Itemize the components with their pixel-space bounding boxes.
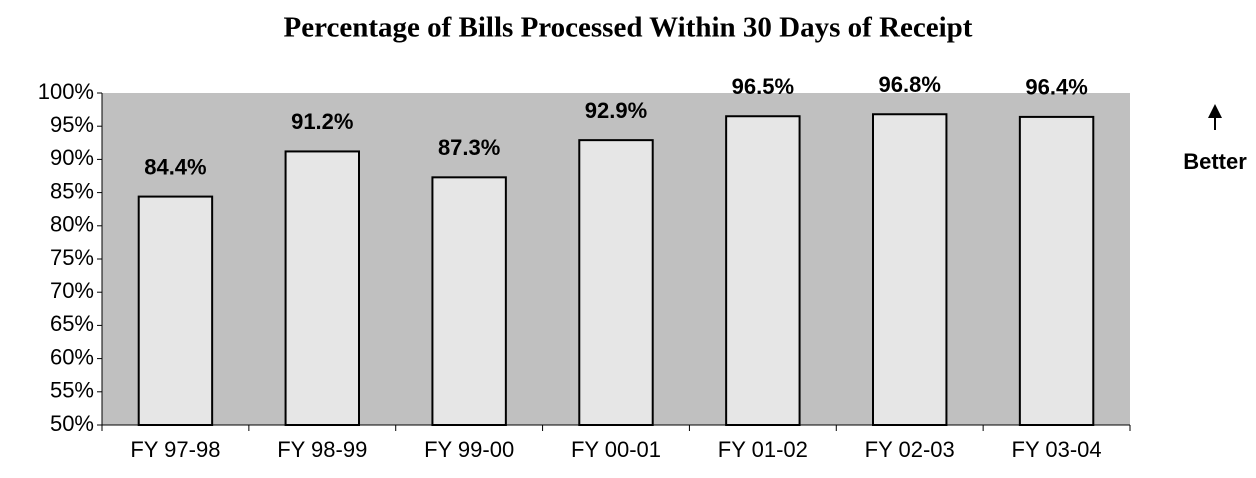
- bar: [1018, 115, 1095, 427]
- x-tick-label: FY 99-00: [424, 437, 514, 462]
- y-tick-label: 90%: [50, 145, 94, 170]
- x-tick-label: FY 03-04: [1012, 437, 1102, 462]
- y-tick-label: 75%: [50, 245, 94, 270]
- bar: [578, 139, 654, 426]
- value-label: 91.2%: [291, 109, 353, 134]
- y-tick-label: 80%: [50, 212, 94, 237]
- y-tick-label: 50%: [50, 411, 94, 436]
- y-tick-label: 100%: [38, 79, 94, 104]
- y-tick-label: 60%: [50, 344, 94, 369]
- x-tick-label: FY 98-99: [277, 437, 367, 462]
- bar: [137, 195, 214, 426]
- x-tick-label: FY 02-03: [865, 437, 955, 462]
- value-label: 96.5%: [732, 74, 794, 99]
- bar: [872, 113, 948, 427]
- chart-title: Percentage of Bills Processed Within 30 …: [284, 12, 973, 44]
- bar: [725, 115, 801, 427]
- y-tick-label: 70%: [50, 278, 94, 303]
- y-tick-label: 65%: [50, 311, 94, 336]
- bar: [431, 176, 507, 426]
- y-tick-label: 55%: [50, 378, 94, 403]
- y-tick-label: 95%: [50, 112, 94, 137]
- x-tick-label: FY 97-98: [130, 437, 220, 462]
- value-label: 96.4%: [1025, 75, 1087, 100]
- annotation: Better: [1183, 149, 1247, 174]
- value-label: 96.8%: [879, 72, 941, 97]
- x-tick-label: FY 00-01: [571, 437, 661, 462]
- value-label: 84.4%: [144, 154, 206, 179]
- bar: [284, 150, 361, 426]
- better-arrow: [1208, 104, 1222, 130]
- y-tick-label: 85%: [50, 178, 94, 203]
- value-label: 92.9%: [585, 98, 647, 123]
- value-label: 87.3%: [438, 135, 500, 160]
- x-tick-label: FY 01-02: [718, 437, 808, 462]
